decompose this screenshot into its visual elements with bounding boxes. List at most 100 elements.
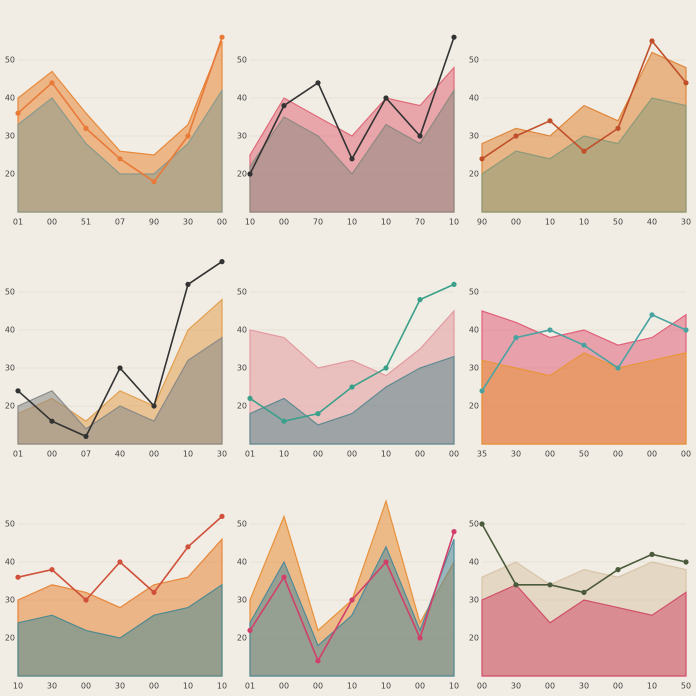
y-tick-label: 30 xyxy=(5,364,15,373)
point xyxy=(615,567,621,573)
point xyxy=(513,582,519,588)
point xyxy=(383,365,389,371)
point xyxy=(451,34,457,40)
x-tick-label: 35 xyxy=(477,450,487,459)
point xyxy=(451,281,457,287)
x-tick-label: 00 xyxy=(47,450,57,459)
point xyxy=(479,388,485,394)
x-tick-label: 01 xyxy=(245,682,255,691)
point xyxy=(83,125,89,131)
x-tick-label: 10 xyxy=(347,682,357,691)
x-tick-label: 30 xyxy=(579,682,589,691)
x-tick-label: 90 xyxy=(477,218,487,227)
point xyxy=(185,133,191,139)
point xyxy=(315,658,321,664)
point xyxy=(83,597,89,603)
x-tick-label: 00 xyxy=(313,450,323,459)
x-tick-label: 07 xyxy=(81,450,91,459)
y-tick-label: 30 xyxy=(237,132,247,141)
x-tick-label: 01 xyxy=(13,450,23,459)
x-tick-label: 00 xyxy=(279,682,289,691)
point xyxy=(683,80,689,86)
x-tick-label: 00 xyxy=(511,218,521,227)
point xyxy=(281,418,287,424)
point xyxy=(417,635,423,641)
y-tick-label: 20 xyxy=(469,634,479,643)
point xyxy=(383,559,389,565)
x-tick-label: 00 xyxy=(415,682,425,691)
x-tick-label: 10 xyxy=(449,218,459,227)
x-tick-label: 30 xyxy=(511,450,521,459)
area xyxy=(249,88,455,213)
y-tick-label: 30 xyxy=(237,364,247,373)
point xyxy=(247,395,253,401)
x-tick-label: 00 xyxy=(149,682,159,691)
point xyxy=(417,133,423,139)
point xyxy=(417,297,423,303)
x-tick-label: 10 xyxy=(381,682,391,691)
y-tick-label: 20 xyxy=(5,402,15,411)
y-tick-label: 20 xyxy=(469,402,479,411)
point xyxy=(615,365,621,371)
x-tick-label: 10 xyxy=(579,218,589,227)
x-tick-label: 01 xyxy=(13,218,23,227)
y-tick-label: 50 xyxy=(5,520,15,529)
area xyxy=(249,355,455,445)
point xyxy=(219,513,225,520)
x-tick-label: 70 xyxy=(313,218,323,227)
point xyxy=(219,34,225,40)
x-tick-label: 50 xyxy=(579,450,589,459)
x-tick-label: 30 xyxy=(183,218,193,227)
y-tick-label: 40 xyxy=(5,94,15,103)
point xyxy=(349,384,355,390)
point xyxy=(581,148,587,154)
point xyxy=(479,156,485,162)
point xyxy=(15,388,21,394)
point xyxy=(185,544,191,550)
x-tick-label: 01 xyxy=(245,450,255,459)
x-tick-label: 30 xyxy=(681,218,691,227)
x-tick-label: 40 xyxy=(647,218,657,227)
point xyxy=(83,433,89,439)
y-tick-label: 50 xyxy=(237,288,247,297)
point xyxy=(117,156,123,162)
point xyxy=(349,597,355,603)
point xyxy=(185,281,191,287)
point xyxy=(547,118,553,124)
point xyxy=(315,80,321,86)
y-tick-label: 50 xyxy=(5,56,15,65)
x-tick-label: 00 xyxy=(477,682,487,691)
point xyxy=(513,133,519,139)
x-tick-label: 00 xyxy=(681,450,691,459)
y-tick-label: 50 xyxy=(5,288,15,297)
x-tick-label: 00 xyxy=(81,682,91,691)
x-tick-label: 90 xyxy=(149,218,159,227)
point xyxy=(49,80,55,86)
y-tick-label: 30 xyxy=(469,596,479,605)
area xyxy=(17,88,223,213)
x-tick-label: 00 xyxy=(217,218,227,227)
x-tick-label: 00 xyxy=(47,218,57,227)
x-tick-label: 10 xyxy=(647,682,657,691)
x-tick-label: 10 xyxy=(183,450,193,459)
x-tick-label: 00 xyxy=(647,450,657,459)
area xyxy=(17,336,223,445)
point xyxy=(151,589,157,596)
point xyxy=(247,627,253,634)
x-tick-label: 10 xyxy=(545,218,555,227)
y-tick-label: 40 xyxy=(469,558,479,567)
point xyxy=(615,125,621,131)
point xyxy=(649,551,655,558)
point xyxy=(513,335,519,341)
y-tick-label: 30 xyxy=(237,596,247,605)
x-tick-label: 00 xyxy=(545,450,555,459)
y-tick-label: 20 xyxy=(237,402,247,411)
x-tick-label: 50 xyxy=(613,218,623,227)
y-tick-label: 40 xyxy=(237,94,247,103)
y-tick-label: 40 xyxy=(237,326,247,335)
point xyxy=(117,365,123,371)
x-tick-label: 00 xyxy=(415,450,425,459)
x-tick-label: 30 xyxy=(217,450,227,459)
point xyxy=(649,312,655,318)
